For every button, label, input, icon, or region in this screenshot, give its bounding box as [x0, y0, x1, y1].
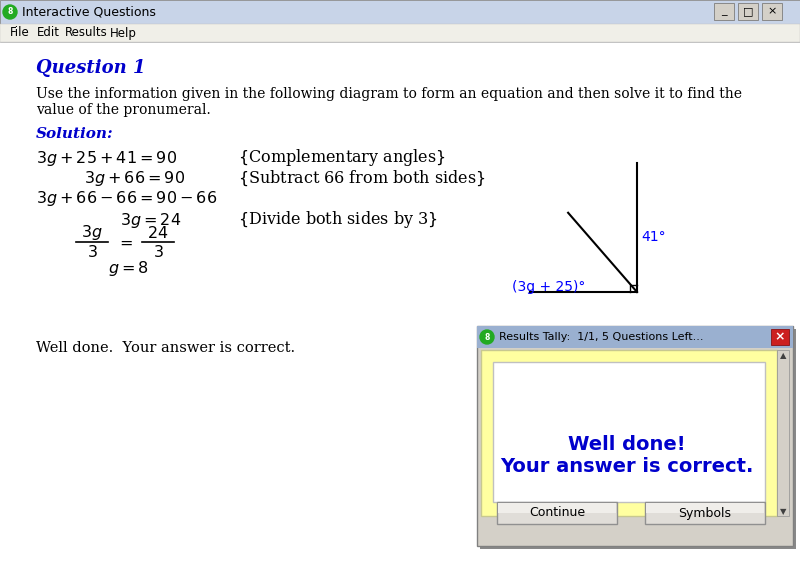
- Text: ×: ×: [774, 330, 786, 343]
- FancyBboxPatch shape: [477, 326, 793, 546]
- FancyBboxPatch shape: [738, 3, 758, 20]
- Text: $3g + 66 - 66 = 90 - 66$: $3g + 66 - 66 = 90 - 66$: [36, 188, 218, 207]
- Text: Well done.  Your answer is correct.: Well done. Your answer is correct.: [36, 341, 295, 355]
- Circle shape: [3, 5, 17, 19]
- Text: $3$: $3$: [86, 244, 98, 260]
- Text: Use the information given in the following diagram to form an equation and then : Use the information given in the followi…: [36, 87, 742, 101]
- Text: $3g + 66 = 90$: $3g + 66 = 90$: [84, 169, 185, 188]
- Text: File: File: [10, 26, 30, 39]
- Text: _: _: [721, 7, 727, 16]
- Text: Well done!: Well done!: [568, 434, 686, 454]
- Text: $3$: $3$: [153, 244, 163, 260]
- Text: Question 1: Question 1: [36, 59, 146, 77]
- Text: □: □: [742, 7, 754, 16]
- FancyBboxPatch shape: [0, 42, 800, 562]
- Text: $3g + 25 + 41 = 90$: $3g + 25 + 41 = 90$: [36, 148, 177, 167]
- FancyBboxPatch shape: [0, 0, 800, 24]
- Text: ▼: ▼: [780, 507, 786, 516]
- Text: Edit: Edit: [37, 26, 60, 39]
- Text: $\{$Complementary angles$\}$: $\{$Complementary angles$\}$: [238, 147, 446, 169]
- FancyBboxPatch shape: [762, 3, 782, 20]
- Text: Results: Results: [65, 26, 108, 39]
- Text: $\{$Divide both sides by 3$\}$: $\{$Divide both sides by 3$\}$: [238, 210, 438, 230]
- FancyBboxPatch shape: [771, 329, 789, 345]
- FancyBboxPatch shape: [714, 3, 734, 20]
- FancyBboxPatch shape: [477, 326, 793, 348]
- FancyBboxPatch shape: [497, 502, 617, 524]
- FancyBboxPatch shape: [493, 362, 765, 502]
- Text: $\{$Subtract 66 from both sides$\}$: $\{$Subtract 66 from both sides$\}$: [238, 168, 486, 188]
- Text: $3g = 24$: $3g = 24$: [120, 211, 182, 229]
- FancyBboxPatch shape: [480, 329, 796, 549]
- Text: ×: ×: [767, 7, 777, 16]
- Circle shape: [480, 330, 494, 344]
- FancyBboxPatch shape: [481, 350, 777, 516]
- FancyBboxPatch shape: [0, 24, 800, 42]
- Text: 8: 8: [7, 7, 13, 16]
- Text: Results Tally:  1/1, 5 Questions Left...: Results Tally: 1/1, 5 Questions Left...: [499, 332, 703, 342]
- Text: 8: 8: [484, 333, 490, 342]
- Text: ▲: ▲: [780, 351, 786, 360]
- Text: Continue: Continue: [529, 506, 585, 519]
- Text: (3g + 25)°: (3g + 25)°: [512, 280, 586, 294]
- Text: value of the pronumeral.: value of the pronumeral.: [36, 103, 210, 117]
- Text: Help: Help: [110, 26, 137, 39]
- Text: 41°: 41°: [641, 230, 666, 244]
- Text: $=$: $=$: [115, 234, 133, 250]
- Text: Your answer is correct.: Your answer is correct.: [500, 456, 754, 475]
- Text: $24$: $24$: [147, 225, 169, 241]
- FancyBboxPatch shape: [646, 503, 764, 513]
- FancyBboxPatch shape: [498, 503, 616, 513]
- Text: $g = 8$: $g = 8$: [108, 259, 149, 278]
- Text: $3g$: $3g$: [81, 224, 103, 242]
- FancyBboxPatch shape: [777, 350, 789, 516]
- Text: Symbols: Symbols: [678, 506, 731, 519]
- Text: Interactive Questions: Interactive Questions: [22, 6, 156, 19]
- Text: Solution:: Solution:: [36, 127, 114, 141]
- FancyBboxPatch shape: [645, 502, 765, 524]
